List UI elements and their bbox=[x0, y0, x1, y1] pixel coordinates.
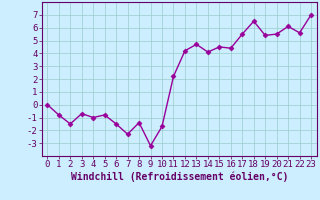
X-axis label: Windchill (Refroidissement éolien,°C): Windchill (Refroidissement éolien,°C) bbox=[70, 172, 288, 182]
